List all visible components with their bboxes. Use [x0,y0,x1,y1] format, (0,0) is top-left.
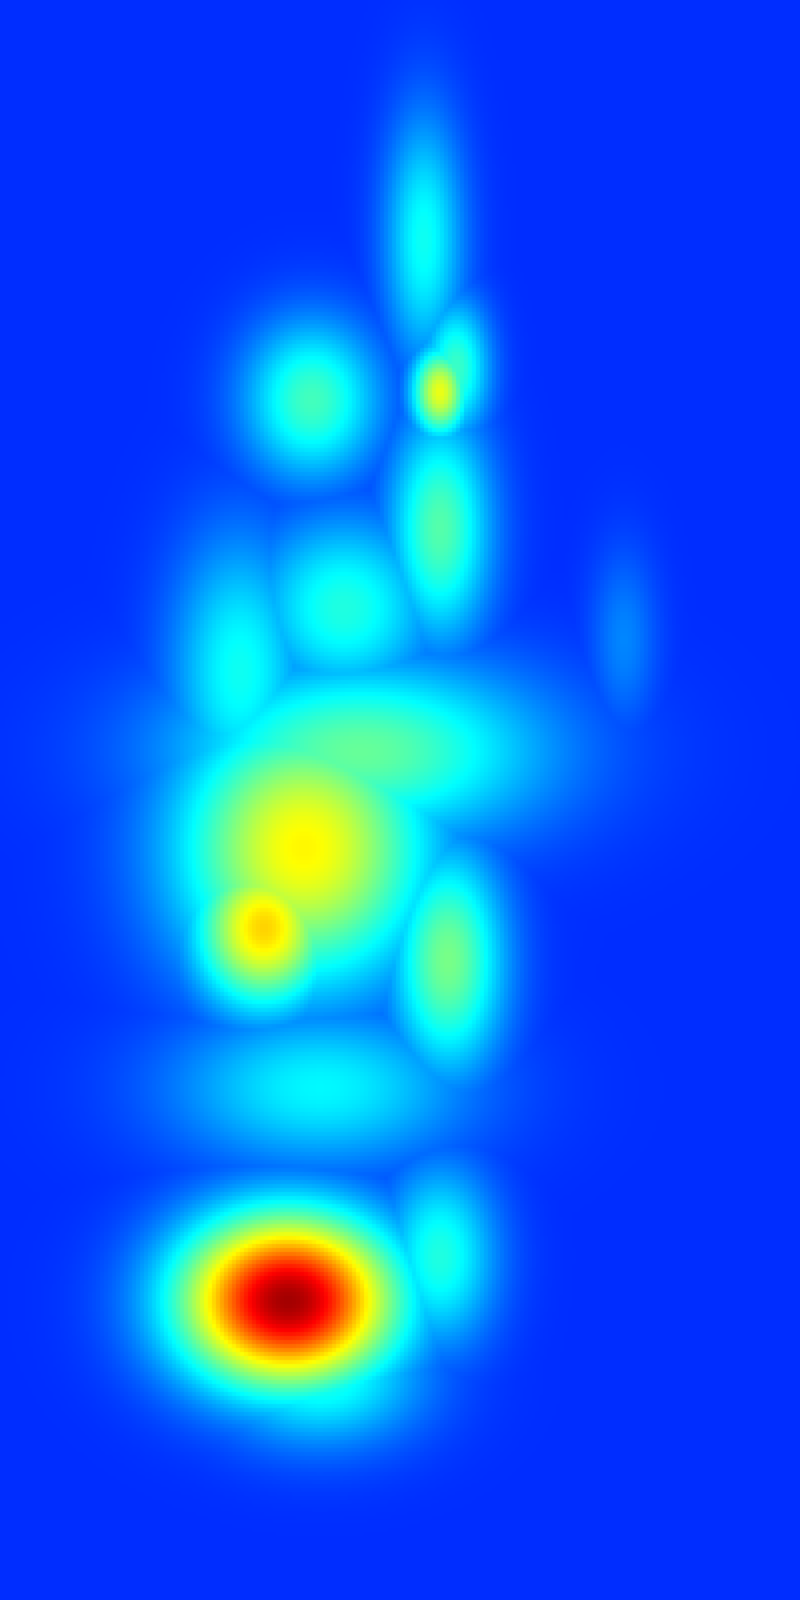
heatmap-chart [0,0,800,1600]
heatmap-canvas [0,0,800,1600]
